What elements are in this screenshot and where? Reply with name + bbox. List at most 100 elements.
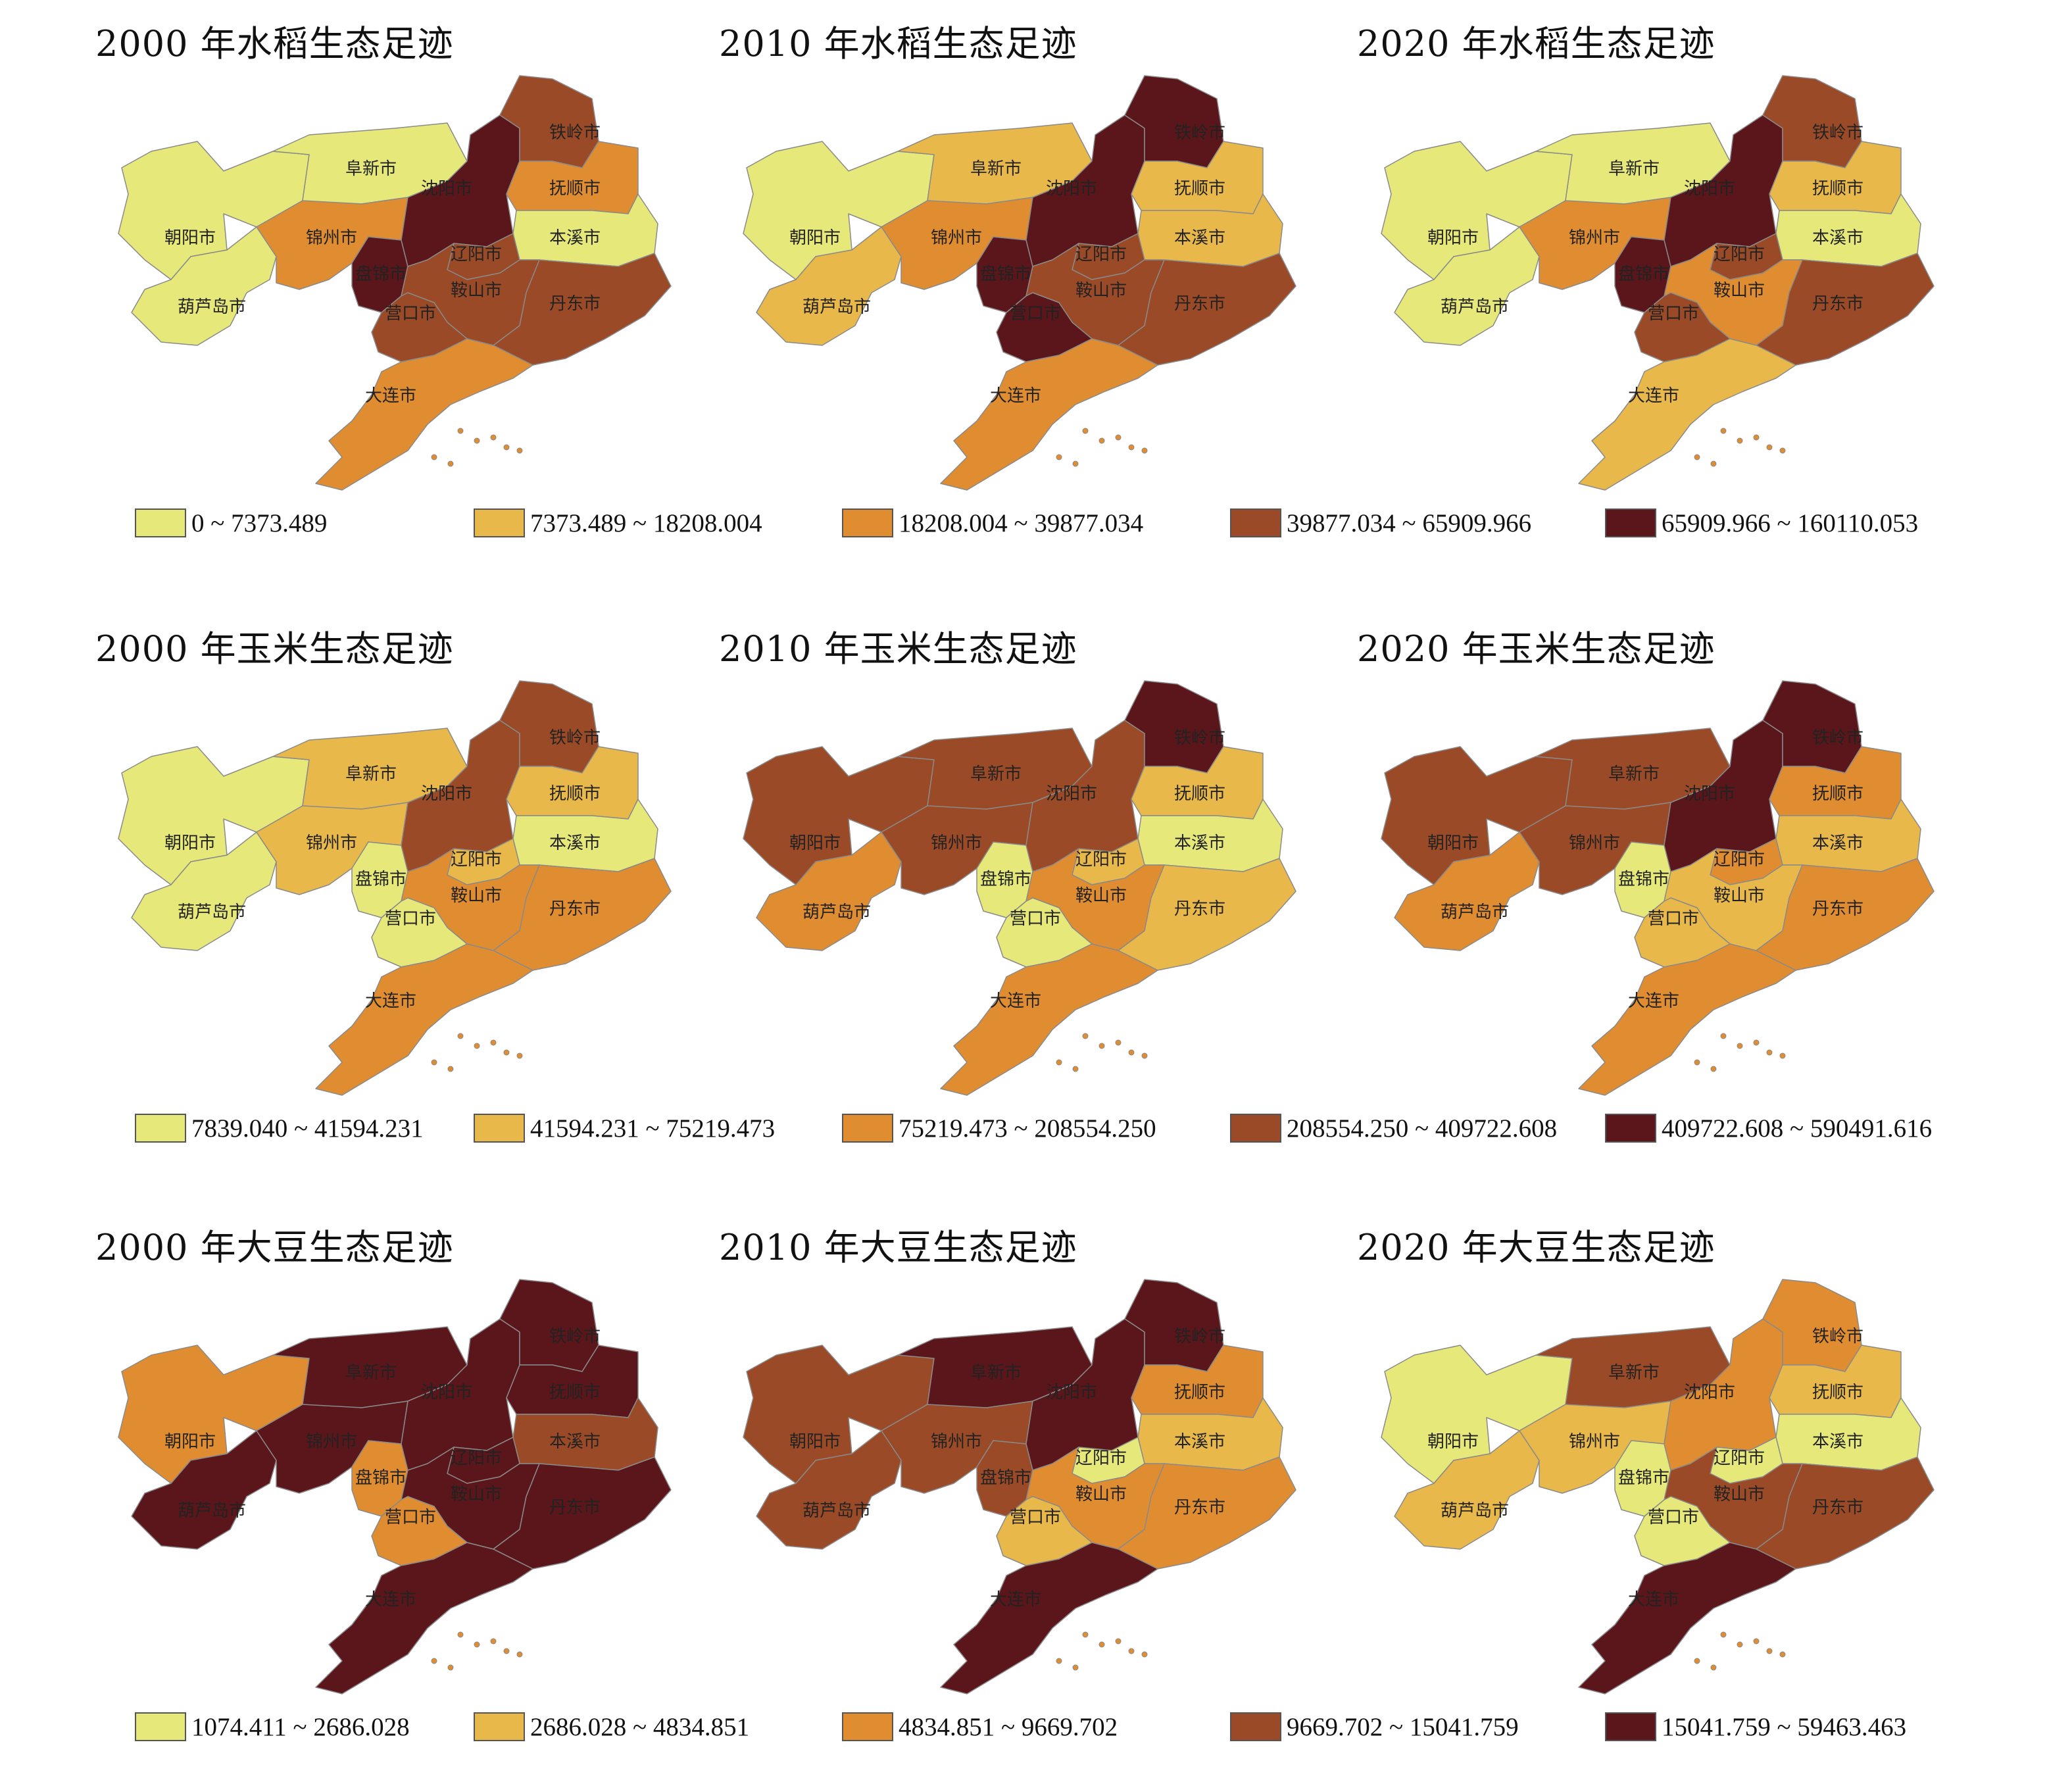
legend-label: 15041.759 ~ 59463.463 bbox=[1662, 1712, 1907, 1741]
region-大连市 bbox=[940, 338, 1158, 491]
region-葫芦岛市 bbox=[1394, 831, 1540, 951]
region-丹东市 bbox=[1118, 1456, 1296, 1570]
region-朝阳市 bbox=[1381, 1345, 1573, 1484]
legend-item: 1074.411 ~ 2686.028 bbox=[135, 1707, 410, 1746]
city-label-营口市: 营口市 bbox=[1648, 304, 1699, 324]
legend-item: 39877.034 ~ 65909.966 bbox=[1230, 503, 1531, 543]
region-大连市 bbox=[940, 943, 1158, 1096]
city-label-辽阳市: 辽阳市 bbox=[451, 850, 502, 870]
city-label-本溪市: 本溪市 bbox=[549, 833, 601, 853]
city-label-盘锦市: 盘锦市 bbox=[355, 264, 407, 284]
legend-swatch bbox=[1230, 1712, 1281, 1741]
city-label-葫芦岛市: 葫芦岛市 bbox=[178, 297, 246, 317]
city-label-营口市: 营口市 bbox=[1648, 1508, 1699, 1527]
island bbox=[1766, 1049, 1773, 1056]
city-label-大连市: 大连市 bbox=[365, 991, 416, 1011]
city-label-大连市: 大连市 bbox=[365, 386, 416, 406]
region-葫芦岛市 bbox=[756, 1430, 902, 1550]
city-label-丹东市: 丹东市 bbox=[1812, 294, 1863, 314]
city-label-辽阳市: 辽阳市 bbox=[451, 1448, 502, 1468]
legend-corn: 7839.040 ~ 41594.231 41594.231 ~ 75219.47… bbox=[0, 1108, 2072, 1154]
city-label-阜新市: 阜新市 bbox=[345, 764, 397, 784]
city-label-葫芦岛市: 葫芦岛市 bbox=[802, 903, 871, 922]
island bbox=[1128, 444, 1135, 451]
region-朝阳市 bbox=[1381, 746, 1573, 885]
region-葫芦岛市 bbox=[1394, 226, 1540, 346]
island bbox=[1753, 434, 1760, 441]
city-label-朝阳市: 朝阳市 bbox=[164, 1432, 216, 1452]
city-label-铁岭市: 铁岭市 bbox=[1812, 728, 1863, 748]
city-label-沈阳市: 沈阳市 bbox=[1684, 179, 1735, 199]
legend-item: 7839.040 ~ 41594.231 bbox=[135, 1108, 424, 1148]
region-朝阳市 bbox=[1381, 141, 1573, 280]
island bbox=[431, 1059, 437, 1066]
map-title-corn-0: 2000 年玉米生态足迹 bbox=[95, 628, 454, 670]
island bbox=[1753, 1638, 1760, 1645]
island bbox=[1056, 454, 1062, 460]
island bbox=[457, 1033, 464, 1039]
legend-label: 75219.473 ~ 208554.250 bbox=[899, 1114, 1156, 1143]
city-label-鞍山市: 鞍山市 bbox=[1714, 1485, 1765, 1504]
legend-swatch bbox=[135, 1114, 186, 1143]
city-label-抚顺市: 抚顺市 bbox=[549, 179, 601, 199]
city-label-鞍山市: 鞍山市 bbox=[1714, 281, 1765, 301]
legend-swatch bbox=[1605, 1114, 1656, 1143]
map-title-rice-1: 2010 年水稻生态足迹 bbox=[719, 23, 1077, 64]
island bbox=[1056, 1658, 1062, 1664]
city-label-盘锦市: 盘锦市 bbox=[1618, 1468, 1669, 1488]
island bbox=[1753, 1039, 1760, 1046]
city-label-锦州市: 锦州市 bbox=[1569, 1432, 1620, 1452]
region-葫芦岛市 bbox=[1394, 1430, 1540, 1550]
island bbox=[1082, 1631, 1089, 1638]
region-葫芦岛市 bbox=[131, 226, 277, 346]
city-label-葫芦岛市: 葫芦岛市 bbox=[802, 1501, 871, 1521]
city-label-沈阳市: 沈阳市 bbox=[1684, 1383, 1735, 1402]
city-label-铁岭市: 铁岭市 bbox=[1174, 728, 1225, 748]
island bbox=[1779, 1651, 1786, 1658]
island bbox=[431, 454, 437, 460]
island bbox=[1082, 428, 1089, 434]
city-label-盘锦市: 盘锦市 bbox=[355, 1468, 407, 1488]
legend-label: 39877.034 ~ 65909.966 bbox=[1287, 508, 1532, 537]
map-corn-1: 朝阳市 葫芦岛市 阜新市 锦州市 盘锦市 沈阳市 铁岭市 抚顺市 本溪市 辽阳市 鞍山市 营口市 丹东市… bbox=[717, 668, 1309, 1115]
legend-label: 7839.040 ~ 41594.231 bbox=[191, 1114, 424, 1143]
city-label-铁岭市: 铁岭市 bbox=[1174, 123, 1225, 143]
island bbox=[1737, 1043, 1743, 1049]
region-丹东市 bbox=[493, 1456, 672, 1570]
island bbox=[503, 1648, 510, 1654]
island bbox=[1694, 1059, 1700, 1066]
city-label-本溪市: 本溪市 bbox=[549, 1432, 601, 1452]
city-label-营口市: 营口市 bbox=[1010, 1508, 1061, 1527]
island bbox=[1098, 1641, 1105, 1648]
legend-swatch bbox=[842, 1114, 893, 1143]
island bbox=[1694, 1658, 1700, 1664]
city-label-大连市: 大连市 bbox=[990, 386, 1041, 406]
city-label-本溪市: 本溪市 bbox=[1174, 228, 1225, 248]
legend-label: 7373.489 ~ 18208.004 bbox=[530, 508, 762, 537]
city-label-沈阳市: 沈阳市 bbox=[1684, 784, 1735, 804]
island bbox=[1115, 1039, 1122, 1046]
city-label-沈阳市: 沈阳市 bbox=[1046, 784, 1097, 804]
legend-label: 18208.004 ~ 39877.034 bbox=[899, 508, 1144, 537]
city-label-朝阳市: 朝阳市 bbox=[789, 228, 841, 248]
legend-item: 15041.759 ~ 59463.463 bbox=[1605, 1707, 1906, 1746]
island bbox=[1720, 428, 1727, 434]
city-label-辽阳市: 辽阳市 bbox=[451, 245, 502, 264]
region-朝阳市 bbox=[118, 141, 310, 280]
city-label-辽阳市: 辽阳市 bbox=[1714, 1448, 1765, 1468]
map-title-soybean-1: 2010 年大豆生态足迹 bbox=[719, 1227, 1077, 1268]
legend-item: 2686.028 ~ 4834.851 bbox=[474, 1707, 749, 1746]
city-label-营口市: 营口市 bbox=[1648, 909, 1699, 929]
city-label-盘锦市: 盘锦市 bbox=[1618, 870, 1669, 889]
map-title-soybean-2: 2020 年大豆生态足迹 bbox=[1357, 1227, 1715, 1268]
island bbox=[516, 447, 523, 454]
city-label-朝阳市: 朝阳市 bbox=[1427, 1432, 1479, 1452]
city-label-丹东市: 丹东市 bbox=[1812, 1498, 1863, 1518]
region-大连市 bbox=[1578, 1542, 1796, 1695]
city-label-丹东市: 丹东市 bbox=[1812, 899, 1863, 919]
city-label-抚顺市: 抚顺市 bbox=[1812, 179, 1863, 199]
